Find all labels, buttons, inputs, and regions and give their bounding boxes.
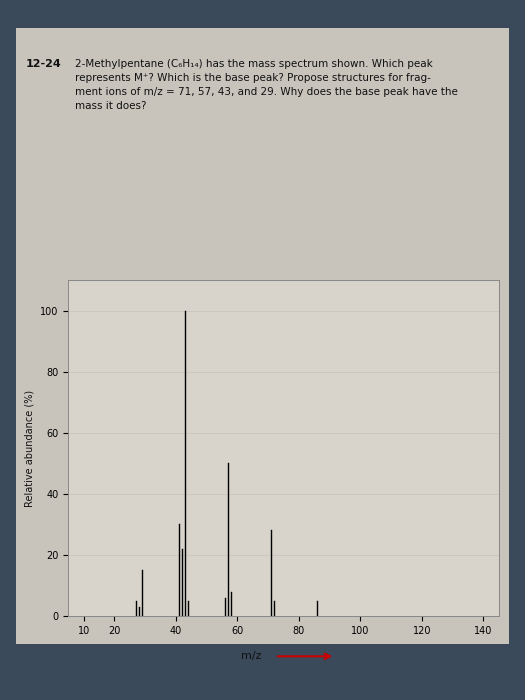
- Text: 2-Methylpentane (C₆H₁₄) has the mass spectrum shown. Which peak
represents M⁺? W: 2-Methylpentane (C₆H₁₄) has the mass spe…: [75, 59, 458, 111]
- Text: m/z: m/z: [242, 651, 262, 661]
- Y-axis label: Relative abundance (%): Relative abundance (%): [25, 389, 35, 507]
- Text: 12-24: 12-24: [26, 59, 61, 69]
